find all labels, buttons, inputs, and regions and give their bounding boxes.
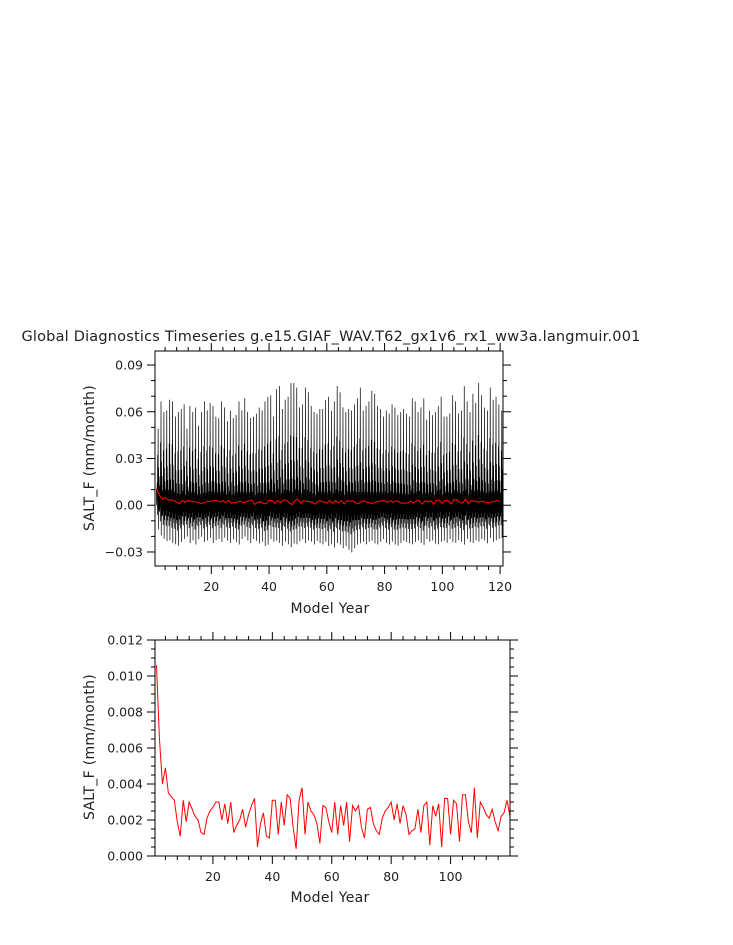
y-tick-label: 0.06 — [115, 404, 143, 419]
x-tick-label: 100 — [430, 579, 454, 594]
plot-area — [155, 383, 503, 553]
x-tick-label: 20 — [203, 579, 219, 594]
axes: 20 40 60 80 100 0.000 0.002 0.004 0.006 0.008 0.01… — [107, 632, 518, 884]
x-tick-label: 60 — [319, 579, 335, 594]
annual-mean-line — [155, 488, 501, 506]
annual-mean-line — [155, 665, 510, 849]
x-tick-label: 80 — [377, 579, 393, 594]
annual-panel: 20 40 60 80 100 0.000 0.002 0.004 0.006 0.008 0.01… — [82, 632, 518, 906]
x-tick-label: 80 — [383, 869, 399, 884]
y-tick-label: 0.008 — [107, 705, 143, 720]
x-tick-label: 60 — [324, 869, 340, 884]
y-tick-label: 0.012 — [107, 633, 143, 648]
x-tick-label: 100 — [439, 869, 463, 884]
y-axis-label: SALT_F (mm/month) — [82, 385, 98, 531]
y-tick-label: 0.09 — [115, 358, 143, 373]
plot-area — [155, 665, 510, 849]
y-tick-label: 0.010 — [107, 669, 143, 684]
x-tick-label: 20 — [205, 869, 221, 884]
y-tick-label: 0.03 — [115, 451, 143, 466]
y-tick-label: 0.004 — [107, 777, 143, 792]
monthly-series-line — [156, 383, 503, 553]
y-tick-label: 0.000 — [107, 849, 143, 864]
y-tick-label: 0.00 — [115, 498, 143, 513]
y-tick-label: −0.03 — [105, 544, 143, 559]
x-axis-label: Model Year — [290, 890, 369, 906]
y-tick-label: 0.006 — [107, 741, 143, 756]
chart-title: Global Diagnostics Timeseries g.e15.GIAF… — [21, 329, 640, 345]
axes: 20 40 60 80 100 120 −0.03 0.00 0.03 0.06 0.09 — [105, 343, 512, 594]
x-tick-label: 120 — [488, 579, 512, 594]
monthly-panel: 20 40 60 80 100 120 −0.03 0.00 0.03 0.06 0.09 Mode… — [82, 343, 512, 617]
y-axis-label: SALT_F (mm/month) — [82, 674, 98, 820]
x-tick-label: 40 — [264, 869, 280, 884]
y-tick-label: 0.002 — [107, 813, 143, 828]
x-tick-label: 40 — [261, 579, 277, 594]
x-axis-label: Model Year — [290, 601, 369, 617]
